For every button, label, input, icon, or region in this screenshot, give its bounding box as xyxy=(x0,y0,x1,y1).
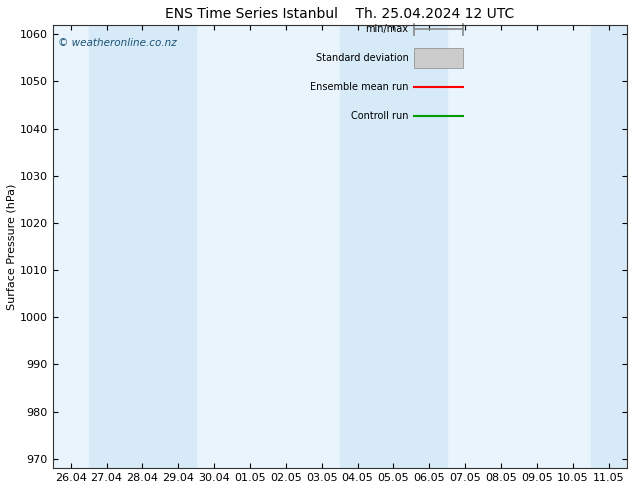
Text: min/max: min/max xyxy=(366,24,408,34)
Bar xyxy=(414,48,463,68)
Text: Standard deviation: Standard deviation xyxy=(316,53,408,63)
Bar xyxy=(340,25,447,468)
Text: © weatheronline.co.nz: © weatheronline.co.nz xyxy=(58,38,177,48)
Title: ENS Time Series Istanbul    Th. 25.04.2024 12 UTC: ENS Time Series Istanbul Th. 25.04.2024 … xyxy=(165,7,514,21)
Text: Controll run: Controll run xyxy=(351,111,408,121)
Text: Ensemble mean run: Ensemble mean run xyxy=(310,82,408,92)
Bar xyxy=(89,25,196,468)
Y-axis label: Surface Pressure (hPa): Surface Pressure (hPa) xyxy=(7,183,17,310)
Bar xyxy=(591,25,634,468)
